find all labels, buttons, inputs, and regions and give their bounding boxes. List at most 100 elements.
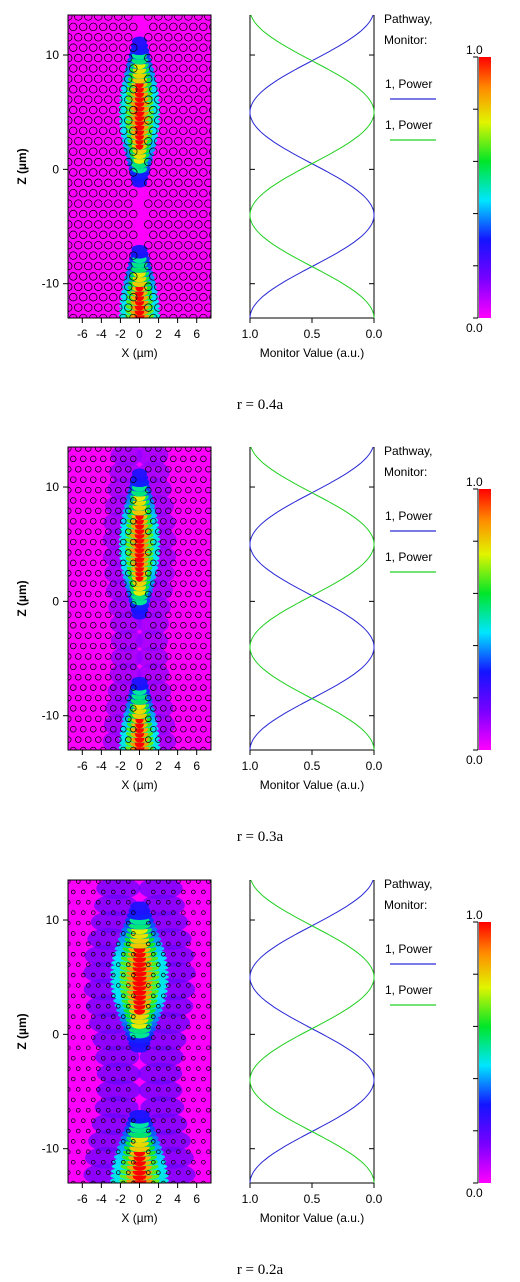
lattice-hole — [151, 952, 156, 957]
y-tick-label: 0 — [52, 1027, 59, 1041]
lattice-hole — [70, 1139, 76, 1144]
lattice-hole — [206, 1004, 211, 1009]
legend-title: Monitor: — [384, 898, 427, 912]
x-tick-label: 1.0 — [242, 327, 259, 341]
lattice-hole — [85, 528, 92, 535]
lattice-hole — [74, 53, 83, 63]
field-side-lobe — [110, 629, 143, 652]
lattice-hole — [100, 726, 107, 733]
lattice-hole — [89, 189, 98, 198]
lattice-hole — [184, 241, 193, 250]
lattice-hole — [86, 1045, 91, 1051]
lattice-hole — [96, 880, 101, 884]
lattice-hole — [79, 126, 88, 136]
lattice-hole — [195, 549, 202, 556]
lattice-hole — [191, 952, 196, 957]
lattice-hole — [171, 1076, 176, 1082]
lattice-hole — [150, 538, 157, 546]
lattice-hole — [200, 642, 207, 650]
lattice-hole — [79, 230, 88, 239]
lattice-hole — [146, 962, 151, 967]
lattice-hole — [94, 33, 103, 42]
lattice-hole — [146, 900, 151, 905]
lattice-hole — [95, 486, 102, 494]
x-tick-label: -6 — [77, 759, 88, 773]
lattice-hole — [149, 168, 158, 177]
lattice-hole — [104, 33, 113, 42]
lattice-hole — [59, 148, 67, 156]
lattice-hole — [111, 952, 116, 957]
lattice-hole — [161, 1035, 166, 1040]
lattice-hole — [150, 726, 157, 733]
lattice-hole — [85, 466, 92, 473]
lattice-hole — [131, 1180, 136, 1183]
field-side-lobe — [96, 1079, 141, 1102]
lattice-hole — [109, 272, 118, 281]
lattice-hole — [130, 663, 137, 671]
lattice-hole — [84, 261, 93, 271]
lattice-hole — [149, 209, 158, 219]
lattice-hole — [130, 518, 137, 525]
lattice-hole — [85, 611, 92, 619]
x-tick-label: -6 — [77, 327, 88, 341]
panel-caption: r = 0.3a — [236, 829, 284, 845]
lattice-hole — [199, 85, 208, 94]
lattice-hole — [59, 44, 67, 52]
lattice-hole — [75, 570, 82, 577]
lattice-hole — [84, 220, 93, 229]
lattice-hole — [109, 147, 118, 156]
lattice-hole — [174, 178, 183, 187]
lattice-hole — [151, 972, 156, 978]
lattice-hole — [186, 920, 191, 926]
lattice-hole — [209, 85, 211, 93]
lattice-hole — [205, 570, 211, 577]
lattice-hole — [116, 1107, 121, 1113]
lattice-hole — [115, 611, 122, 619]
lattice-hole — [100, 746, 107, 750]
lattice-hole — [204, 157, 211, 167]
lattice-hole — [160, 642, 167, 650]
lattice-hole — [75, 466, 82, 473]
x-tick-label: 0.0 — [366, 759, 383, 773]
lattice-hole — [204, 303, 211, 312]
lattice-hole — [194, 220, 203, 229]
lattice-hole — [80, 684, 87, 691]
lattice-hole — [195, 590, 202, 598]
lattice-hole — [130, 497, 137, 504]
lattice-hole — [204, 137, 211, 146]
lattice-hole — [119, 43, 128, 52]
lattice-hole — [186, 1024, 191, 1030]
lattice-hole — [86, 1149, 91, 1155]
lattice-hole — [145, 528, 152, 535]
lattice-hole — [75, 653, 82, 660]
lattice-hole — [126, 1107, 131, 1113]
colorbar-min-label: 0.0 — [466, 1186, 483, 1200]
lattice-hole — [129, 209, 138, 219]
lattice-hole — [194, 178, 203, 187]
field-map — [68, 880, 215, 1185]
lattice-hole — [149, 272, 158, 281]
lattice-hole — [104, 178, 113, 187]
lattice-hole — [79, 64, 88, 73]
lattice-hole — [91, 972, 96, 978]
lattice-hole — [111, 1055, 116, 1061]
lattice-hole — [160, 705, 167, 712]
lattice-hole — [181, 1159, 186, 1165]
lattice-hole — [155, 447, 162, 452]
lattice-hole — [150, 642, 157, 650]
lattice-hole — [91, 1118, 96, 1123]
lattice-hole — [111, 1035, 116, 1040]
lattice-hole — [209, 127, 211, 135]
lattice-hole — [149, 43, 158, 52]
lattice-hole — [166, 1170, 171, 1175]
lattice-hole — [191, 931, 196, 936]
lattice-hole — [149, 64, 158, 73]
lattice-hole — [85, 715, 92, 723]
lattice-hole — [196, 983, 201, 988]
lattice-hole — [185, 507, 192, 515]
lattice-hole — [144, 33, 153, 42]
lattice-hole — [211, 1181, 215, 1185]
lattice-hole — [171, 1159, 176, 1165]
lattice-hole — [125, 590, 132, 598]
lattice-hole — [90, 746, 97, 750]
